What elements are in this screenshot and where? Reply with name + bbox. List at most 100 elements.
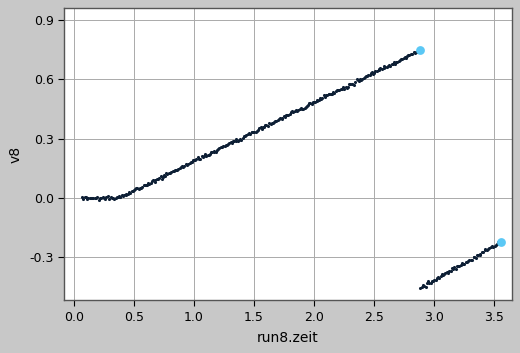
Point: [475, 252, 484, 258]
Point: [103, 193, 112, 199]
Point: [345, 81, 353, 86]
Point: [168, 168, 177, 174]
Point: [324, 92, 333, 97]
Point: [107, 194, 115, 200]
Point: [110, 196, 118, 201]
Point: [271, 118, 279, 124]
Point: [177, 164, 185, 170]
Point: [128, 189, 137, 194]
Point: [364, 72, 372, 78]
Point: [438, 271, 446, 277]
Point: [367, 71, 375, 76]
Point: [213, 147, 222, 152]
Point: [143, 182, 151, 188]
Point: [313, 98, 321, 103]
Point: [337, 86, 346, 91]
Point: [447, 268, 455, 274]
Point: [159, 174, 167, 180]
Point: [240, 133, 248, 139]
Point: [311, 99, 319, 104]
Point: [323, 92, 332, 98]
Point: [351, 79, 359, 85]
Point: [150, 177, 159, 183]
Point: [303, 103, 311, 109]
Point: [405, 52, 413, 58]
Point: [412, 49, 421, 55]
Point: [355, 78, 363, 83]
Point: [174, 166, 183, 172]
Point: [488, 243, 496, 249]
Point: [457, 262, 465, 268]
Point: [417, 285, 425, 291]
Point: [286, 111, 294, 116]
Point: [83, 196, 91, 202]
Point: [239, 135, 247, 140]
Point: [448, 265, 457, 271]
Point: [256, 124, 265, 130]
Point: [144, 181, 152, 186]
Point: [222, 142, 230, 148]
Point: [371, 68, 380, 73]
Point: [419, 282, 427, 288]
Point: [340, 86, 348, 91]
Point: [248, 130, 256, 135]
Point: [362, 73, 370, 79]
Point: [372, 68, 381, 74]
Point: [361, 74, 369, 80]
Point: [443, 269, 451, 275]
Point: [422, 284, 430, 289]
Point: [250, 129, 258, 134]
Point: [280, 113, 288, 119]
Point: [172, 167, 180, 172]
Point: [497, 239, 505, 245]
Point: [115, 193, 124, 199]
Point: [192, 156, 200, 162]
Point: [328, 91, 336, 97]
Point: [255, 125, 264, 131]
Point: [133, 185, 141, 191]
Point: [428, 278, 437, 283]
Point: [482, 247, 490, 253]
Point: [147, 180, 155, 186]
Point: [426, 281, 435, 286]
Point: [301, 106, 309, 111]
Point: [167, 169, 176, 174]
Point: [212, 149, 220, 155]
Point: [249, 130, 257, 135]
Point: [336, 86, 345, 91]
Point: [456, 263, 464, 269]
Point: [480, 247, 489, 252]
Point: [310, 100, 318, 105]
Point: [269, 120, 277, 126]
Point: [268, 120, 276, 126]
Point: [410, 49, 418, 55]
Point: [151, 179, 159, 185]
Point: [384, 63, 393, 69]
Point: [316, 95, 324, 101]
Point: [399, 55, 408, 61]
Point: [236, 137, 244, 142]
Point: [92, 195, 100, 201]
Point: [380, 64, 388, 69]
Point: [231, 138, 240, 144]
Point: [98, 195, 107, 200]
Point: [170, 168, 178, 174]
Point: [210, 148, 218, 154]
Point: [149, 177, 157, 183]
Point: [370, 70, 379, 76]
Point: [404, 52, 412, 58]
Point: [392, 59, 400, 65]
Point: [387, 61, 396, 66]
Point: [191, 157, 200, 162]
Point: [179, 164, 187, 170]
Point: [267, 121, 275, 127]
Point: [354, 78, 362, 83]
Point: [87, 195, 95, 201]
Point: [430, 277, 438, 283]
Point: [182, 161, 190, 167]
Point: [275, 116, 283, 122]
Point: [241, 133, 249, 139]
Point: [334, 87, 342, 93]
Point: [184, 162, 192, 167]
Point: [291, 109, 299, 114]
